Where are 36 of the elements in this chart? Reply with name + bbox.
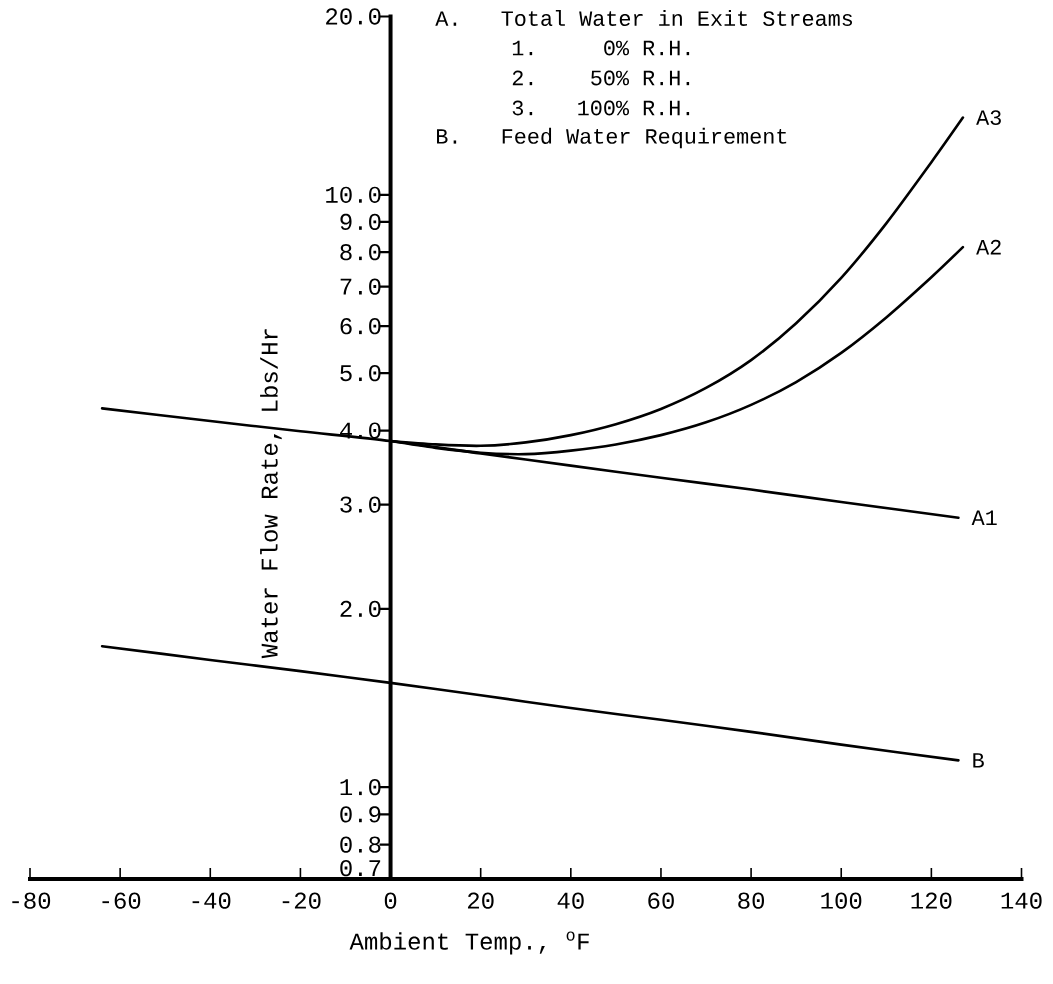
x-tick-label: 0 [384, 892, 397, 909]
x-tick-label: 100 [821, 892, 862, 909]
y-tick-label: 20.0 [326, 8, 381, 25]
y-tick-label: 1.0 [340, 779, 381, 796]
series-label: A3 [976, 110, 1001, 125]
x-tick-label: 20 [467, 892, 494, 909]
x-tick-label: 140 [1001, 892, 1042, 909]
y-tick-label: 0.8 [340, 836, 381, 853]
y-tick-label: 7.0 [340, 278, 381, 295]
annotation: 2. 50% R.H. [512, 70, 690, 86]
y-tick-label: 9.0 [340, 213, 381, 231]
series-label: A1 [971, 510, 997, 525]
x-tick-label: 60 [648, 892, 674, 909]
y-tick-label: 0.7 [340, 859, 381, 877]
annotation: A. Total Water in Exit Streams [435, 9, 853, 26]
annotation: 3. 100% R.H. [512, 100, 690, 116]
y-tick-label: 8.0 [340, 244, 381, 261]
y-tick-label: 6.0 [340, 318, 381, 335]
x-tick-label: 80 [738, 892, 765, 909]
series-label: B [973, 753, 984, 768]
y-tick-label: 0.9 [340, 806, 381, 823]
series-label: A2 [976, 239, 1001, 255]
y-tick-label: 10.0 [326, 186, 381, 203]
x-tick-label: -60 [102, 892, 141, 909]
x-tick-label: -40 [192, 892, 231, 909]
y-tick-label: 5.0 [340, 364, 381, 382]
y-axis-title: Water Flow Rate, Lbs/Hr [260, 329, 282, 659]
x-tick-label: 120 [911, 892, 952, 909]
annotation: B. Feed Water Requirement [437, 127, 787, 149]
x-axis-title: Ambient Temp., $^{o}$F [349, 931, 589, 955]
y-tick-label: 3.0 [340, 496, 381, 513]
x-tick-label: 40 [557, 892, 584, 909]
x-tick-label: -20 [282, 892, 321, 909]
x-tick-label: -80 [12, 892, 51, 909]
y-tick-label: 2.0 [340, 600, 381, 618]
annotation: 1. 0% R.H. [512, 40, 690, 56]
